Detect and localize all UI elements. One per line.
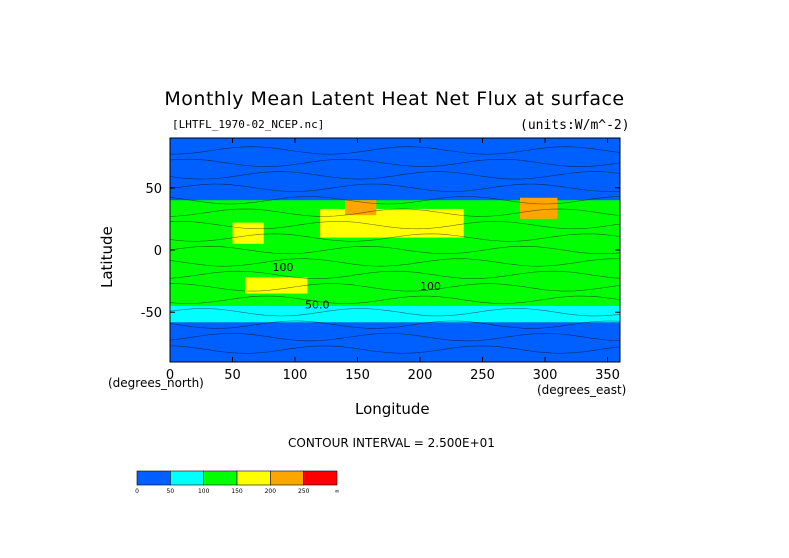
x-tick-label: 50 xyxy=(224,368,241,383)
colorbar-swatch-0 xyxy=(136,470,171,486)
colorbar-label-5: 250 xyxy=(298,488,310,495)
colorbar-swatch-1 xyxy=(170,470,204,486)
contour-line xyxy=(170,283,621,292)
contour-label-1: 100 xyxy=(420,280,441,293)
region-gulf-stream xyxy=(520,197,558,219)
region-kuroshio xyxy=(345,200,377,216)
contour-line xyxy=(169,295,621,304)
plot-area: 100 100 50.0 xyxy=(169,137,621,363)
y-unit-label: (degrees_north) xyxy=(108,376,204,390)
region-south-indian xyxy=(245,277,308,294)
x-tick-label: 150 xyxy=(345,368,370,383)
colorbar-label-1: 50 xyxy=(167,488,175,495)
colorbar-label-6: ∞ xyxy=(335,488,340,495)
x-tick-label: 350 xyxy=(595,368,620,383)
colorbar-label-3: 150 xyxy=(231,488,243,495)
x-unit-label: (degrees_east) xyxy=(537,383,627,397)
contour-line xyxy=(169,208,621,217)
region-southern-ocean-cyan xyxy=(170,306,620,323)
colorbar: 0 50 100 150 200 250 ∞ xyxy=(135,470,340,495)
y-tick-label: 50 xyxy=(145,182,162,197)
y-tick-label: 0 xyxy=(154,244,162,259)
axis-ticks: 0 50 100 150 200 250 300 350 -50 0 50 xyxy=(141,138,620,383)
colorbar-label-2: 100 xyxy=(198,488,210,495)
colorbar-swatch-5 xyxy=(303,470,338,486)
region-arabian-sea xyxy=(232,222,264,244)
contour-line xyxy=(169,221,621,230)
contour-line xyxy=(169,320,621,329)
region-north-pacific-subtropic xyxy=(320,208,464,238)
x-tick-label: 0 xyxy=(166,368,174,383)
contour-label-2: 50.0 xyxy=(305,298,330,311)
contour-line xyxy=(169,258,620,267)
colorbar-label-0: 0 xyxy=(135,488,139,495)
y-axis-label: Latitude xyxy=(98,226,116,288)
contour-line xyxy=(169,158,621,167)
x-tick-label: 250 xyxy=(470,368,495,383)
region-north-cold xyxy=(170,138,620,201)
contour-line xyxy=(169,183,621,192)
x-tick-label: 100 xyxy=(283,368,308,383)
colorbar-swatch-2 xyxy=(203,470,238,486)
x-tick-label: 200 xyxy=(408,368,433,383)
colorbar-label-4: 200 xyxy=(265,488,277,495)
contour-line xyxy=(169,171,621,180)
colorbar-swatch-4 xyxy=(270,470,304,486)
contour-interval-text: CONTOUR INTERVAL = 2.500E+01 xyxy=(288,436,495,450)
colorbar-swatch-3 xyxy=(236,470,271,486)
y-tick-label: -50 xyxy=(141,306,162,321)
contour-label-0: 100 xyxy=(273,261,294,274)
contour-line xyxy=(169,333,621,342)
contour-line xyxy=(169,308,621,317)
x-axis-label: Longitude xyxy=(355,400,430,418)
source-label: [LHTFL_1970-02_NCEP.nc] xyxy=(172,118,325,131)
chart-title: Monthly Mean Latent Heat Net Flux at sur… xyxy=(164,88,625,110)
contour-line xyxy=(169,245,621,255)
contour-line xyxy=(169,345,621,354)
units-label: (units:W/m^-2) xyxy=(520,118,630,133)
region-polar-south xyxy=(170,322,620,362)
contour-line xyxy=(169,233,621,242)
contour-line xyxy=(169,146,621,155)
contour-line xyxy=(169,196,621,205)
x-tick-label: 300 xyxy=(533,368,558,383)
contour-line xyxy=(169,270,621,279)
